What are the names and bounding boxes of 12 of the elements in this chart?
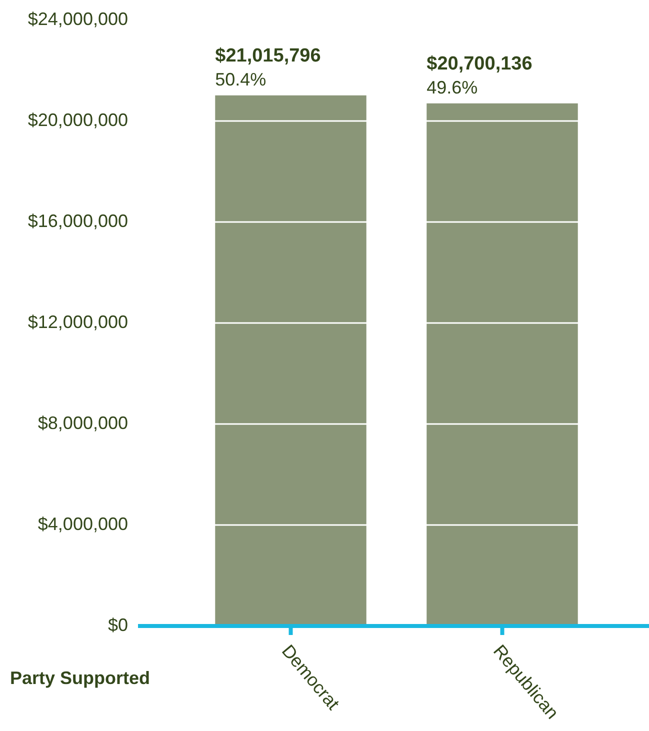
data-label: $21,015,796	[215, 45, 321, 66]
y-tick-label: $8,000,000	[38, 412, 128, 433]
annotation: 50.4%	[215, 69, 266, 90]
x-axis-title: Party Supported	[10, 668, 150, 688]
data-label: $20,700,136	[426, 53, 532, 74]
y-tick-label: $20,000,000	[28, 110, 128, 130]
annotation: 49.6%	[426, 77, 478, 98]
y-tick-label: $16,000,000	[28, 210, 128, 231]
y-tick-label: $4,000,000	[38, 514, 128, 534]
y-tick-label: $12,000,000	[28, 312, 128, 332]
y-tick-label: $0	[108, 614, 128, 635]
y-tick-label: $24,000,000	[28, 8, 128, 29]
